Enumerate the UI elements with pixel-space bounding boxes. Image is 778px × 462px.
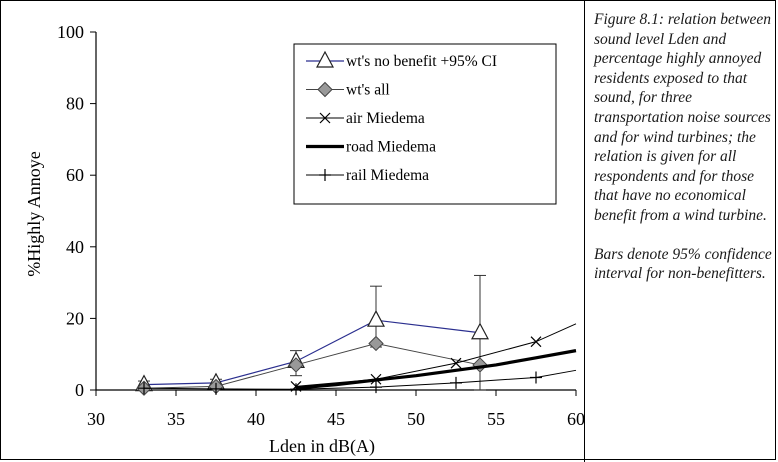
legend: wt's no benefit +95% CI wt's all air Miede… [293, 43, 557, 205]
diamond-marker [368, 335, 384, 352]
legend-label: wt's all [346, 82, 390, 99]
series-line [295, 349, 577, 390]
y-tick-label: 20 [66, 308, 84, 328]
legend-box [293, 43, 557, 205]
plus-marker [370, 381, 382, 394]
plus-marker [290, 383, 302, 396]
x-tick-label: 60 [567, 409, 584, 429]
x-tick-label: 50 [407, 409, 425, 429]
y-tick-label: 60 [66, 165, 84, 185]
x-marker [319, 112, 331, 124]
x-tick-label: 45 [327, 409, 345, 429]
x-axis-label: Lden in dB(A) [269, 436, 375, 457]
x-marker [530, 336, 542, 348]
triangle-marker [471, 322, 489, 340]
plus-marker [450, 376, 462, 389]
plus-marker [319, 169, 331, 181]
caption-main-text: Figure 8.1: relation between sound level… [594, 11, 772, 224]
y-tick-label: 100 [57, 22, 84, 42]
legend-label: wt's no benefit +95% CI [346, 53, 497, 70]
figure-caption: Figure 8.1: relation between sound level… [594, 10, 774, 284]
plus-marker [138, 382, 150, 395]
y-tick-label: 0 [75, 380, 84, 400]
series-line [143, 342, 481, 389]
x-tick-label: 35 [167, 409, 185, 429]
y-tick-label: 40 [66, 237, 84, 257]
y-tick-label: 80 [66, 94, 84, 114]
legend-label: air Miedema [346, 110, 425, 127]
y-axis-label: %Highly Annoye [24, 151, 44, 277]
series-1 [136, 335, 488, 396]
x-marker [450, 357, 462, 369]
axis-ticks: 0 20 40 60 80 100 30 35 40 45 50 55 60 [57, 22, 584, 429]
legend-label: road Miedema [346, 139, 436, 156]
series-group [135, 274, 577, 396]
triangle-marker [367, 309, 385, 327]
series-4 [138, 369, 577, 396]
x-tick-label: 55 [487, 409, 505, 429]
diamond-marker [317, 81, 333, 98]
x-tick-label: 40 [247, 409, 265, 429]
line-chart: 0 20 40 60 80 100 30 35 40 45 50 55 60 Lden in dB(A)… [24, 22, 584, 457]
x-tick-label: 30 [87, 409, 105, 429]
triangle-marker [316, 50, 334, 68]
series-3 [295, 349, 577, 390]
diamond-marker [288, 357, 304, 373]
plus-marker [530, 371, 542, 384]
caption-note-text: Bars denote 95% confidence interval for … [594, 245, 772, 283]
legend-label: rail Miedema [346, 167, 429, 184]
plus-marker [210, 382, 222, 395]
caption-divider [584, 0, 585, 462]
